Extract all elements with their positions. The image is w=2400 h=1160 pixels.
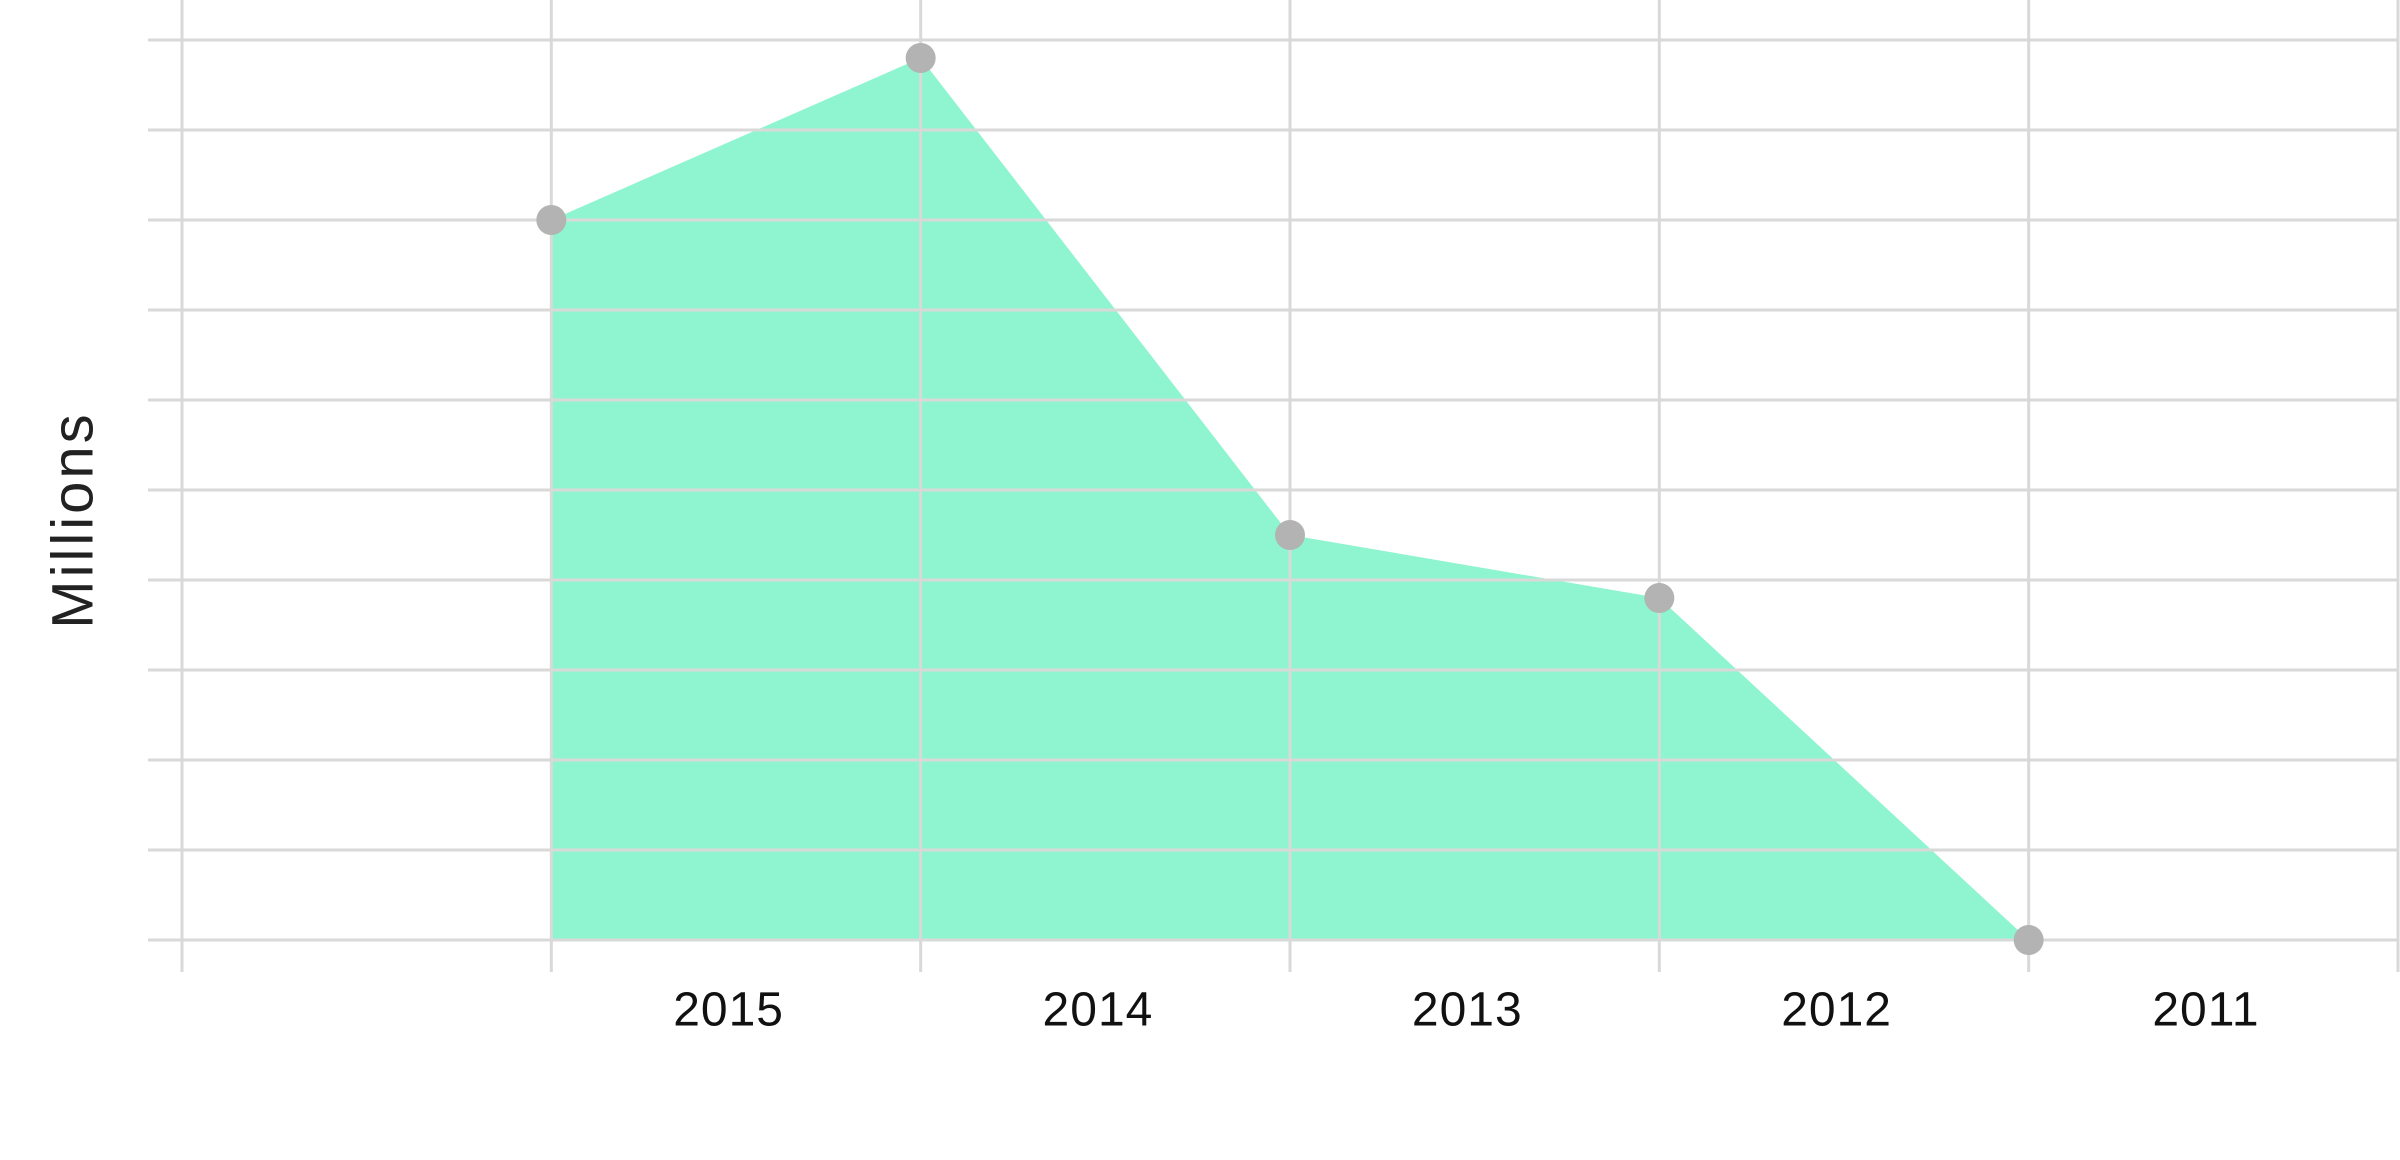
grid-layer bbox=[148, 0, 2400, 972]
y-axis-title: Millions bbox=[40, 411, 105, 628]
x-tick-label: 2014 bbox=[1043, 984, 1154, 1037]
data-point bbox=[1644, 583, 1675, 613]
data-point bbox=[905, 43, 936, 73]
x-tick-label: 2011 bbox=[2152, 984, 2259, 1037]
x-tick-label: 2013 bbox=[1412, 984, 1523, 1037]
marker-layer bbox=[536, 43, 2044, 955]
x-tick-label: 2012 bbox=[1781, 984, 1892, 1037]
data-point bbox=[2013, 925, 2044, 955]
data-point bbox=[1275, 520, 1305, 550]
data-point bbox=[536, 205, 567, 235]
x-tick-label: 2015 bbox=[673, 984, 784, 1037]
